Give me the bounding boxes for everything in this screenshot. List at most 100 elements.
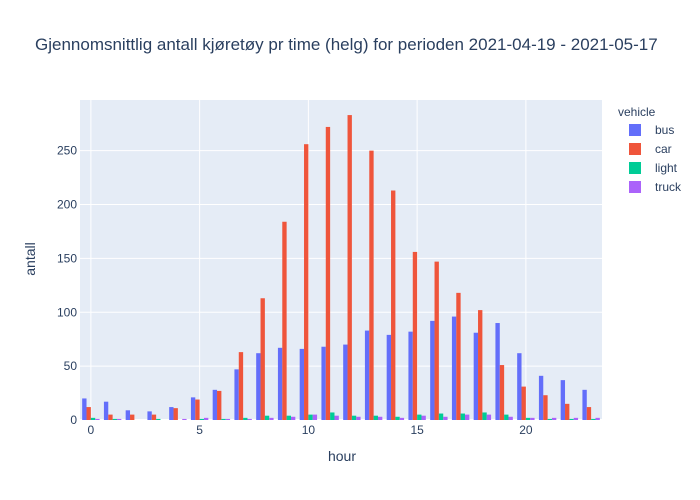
bar-car-17[interactable]	[456, 292, 461, 420]
bar-truck-11[interactable]	[334, 415, 339, 420]
bar-bus-23[interactable]	[582, 389, 587, 420]
bar-car-6[interactable]	[217, 390, 222, 420]
legend-label-light[interactable]: light	[655, 161, 678, 175]
bar-light-23[interactable]	[591, 418, 596, 420]
legend-label-truck[interactable]: truck	[655, 180, 682, 194]
bar-light-9[interactable]	[286, 415, 291, 420]
bar-light-15[interactable]	[417, 414, 422, 420]
bar-car-4[interactable]	[173, 408, 178, 420]
bar-truck-12[interactable]	[356, 416, 361, 420]
legend[interactable]: vehicle bus car light truck	[618, 105, 682, 194]
bar-truck-21[interactable]	[551, 417, 557, 420]
bar-car-0[interactable]	[86, 407, 91, 420]
bar-bus-0[interactable]	[82, 398, 87, 420]
bar-car-12[interactable]	[347, 115, 352, 420]
legend-label-car[interactable]: car	[655, 142, 672, 156]
bar-bus-2[interactable]	[125, 410, 131, 420]
bar-light-16[interactable]	[438, 413, 444, 420]
bar-truck-18[interactable]	[486, 414, 492, 420]
bar-truck-0[interactable]	[95, 418, 100, 420]
bar-light-5[interactable]	[199, 418, 204, 420]
bar-light-17[interactable]	[460, 413, 465, 420]
bar-light-14[interactable]	[395, 416, 400, 420]
bar-bus-12[interactable]	[343, 344, 348, 420]
bar-car-5[interactable]	[195, 399, 200, 420]
bar-bus-22[interactable]	[560, 380, 566, 420]
bar-light-20[interactable]	[525, 417, 531, 420]
bar-light-1[interactable]	[112, 418, 117, 420]
bar-car-18[interactable]	[478, 310, 483, 420]
bar-car-23[interactable]	[586, 407, 592, 420]
legend-swatch-light[interactable]	[629, 162, 641, 174]
bar-truck-7[interactable]	[247, 418, 252, 420]
bar-car-22[interactable]	[565, 403, 570, 420]
bar-bus-5[interactable]	[190, 397, 196, 420]
bar-car-13[interactable]	[369, 150, 374, 420]
bar-bus-3[interactable]	[147, 411, 152, 420]
bar-light-12[interactable]	[351, 415, 357, 420]
bar-car-2[interactable]	[130, 414, 135, 420]
bar-truck-14[interactable]	[399, 417, 405, 420]
bar-car-1[interactable]	[108, 414, 113, 420]
plot-area[interactable]	[80, 100, 602, 421]
bar-truck-20[interactable]	[530, 417, 535, 420]
bar-light-7[interactable]	[243, 417, 248, 420]
bar-car-8[interactable]	[260, 298, 265, 420]
bar-light-18[interactable]	[482, 412, 487, 420]
bar-light-3[interactable]	[156, 418, 161, 420]
bar-bus-17[interactable]	[451, 316, 457, 420]
bar-car-3[interactable]	[151, 414, 157, 420]
bar-bus-8[interactable]	[256, 353, 261, 420]
bar-bus-4[interactable]	[169, 407, 174, 420]
bar-bus-10[interactable]	[299, 348, 305, 420]
bar-light-10[interactable]	[308, 414, 313, 420]
bar-bus-16[interactable]	[430, 320, 435, 420]
legend-swatch-car[interactable]	[629, 143, 641, 155]
bar-light-19[interactable]	[504, 414, 509, 420]
bar-bus-20[interactable]	[517, 353, 522, 420]
bar-truck-19[interactable]	[508, 416, 513, 420]
bar-light-13[interactable]	[373, 415, 378, 420]
bar-bus-7[interactable]	[234, 369, 239, 420]
bar-truck-23[interactable]	[595, 417, 600, 420]
bar-bus-11[interactable]	[321, 346, 326, 420]
bar-car-15[interactable]	[412, 251, 418, 420]
bar-truck-1[interactable]	[116, 418, 122, 420]
bar-light-6[interactable]	[221, 418, 226, 420]
bar-car-11[interactable]	[325, 126, 331, 420]
bar-bus-14[interactable]	[386, 334, 392, 420]
bar-truck-15[interactable]	[421, 415, 426, 420]
bar-car-21[interactable]	[543, 395, 548, 420]
bar-truck-6[interactable]	[225, 418, 231, 420]
bar-car-16[interactable]	[434, 261, 439, 420]
legend-swatch-truck[interactable]	[629, 181, 641, 193]
bar-truck-4[interactable]	[182, 418, 187, 420]
bar-bus-9[interactable]	[277, 347, 283, 420]
bar-car-7[interactable]	[238, 352, 244, 420]
bar-bus-21[interactable]	[538, 375, 544, 420]
bar-truck-13[interactable]	[377, 416, 383, 420]
bar-light-8[interactable]	[264, 415, 270, 420]
bar-bus-13[interactable]	[364, 330, 370, 420]
bar-light-11[interactable]	[330, 412, 335, 420]
bar-light-0[interactable]	[90, 417, 96, 420]
bar-car-14[interactable]	[391, 190, 396, 420]
bar-car-10[interactable]	[304, 144, 309, 420]
bar-light-22[interactable]	[569, 418, 574, 420]
bar-truck-10[interactable]	[312, 414, 318, 420]
bar-bus-18[interactable]	[473, 332, 479, 420]
bar-truck-16[interactable]	[443, 416, 448, 420]
bar-truck-9[interactable]	[290, 416, 296, 420]
bar-car-19[interactable]	[499, 365, 505, 420]
bar-light-21[interactable]	[547, 418, 552, 420]
bar-truck-17[interactable]	[464, 414, 470, 420]
bar-truck-22[interactable]	[573, 417, 579, 420]
bar-bus-6[interactable]	[212, 389, 218, 420]
bar-truck-5[interactable]	[203, 417, 209, 420]
legend-swatch-bus[interactable]	[629, 124, 641, 136]
bar-car-20[interactable]	[521, 386, 526, 420]
bar-bus-15[interactable]	[408, 331, 413, 420]
bar-bus-19[interactable]	[495, 323, 500, 420]
bar-bus-1[interactable]	[103, 401, 109, 420]
bar-car-9[interactable]	[282, 221, 287, 420]
